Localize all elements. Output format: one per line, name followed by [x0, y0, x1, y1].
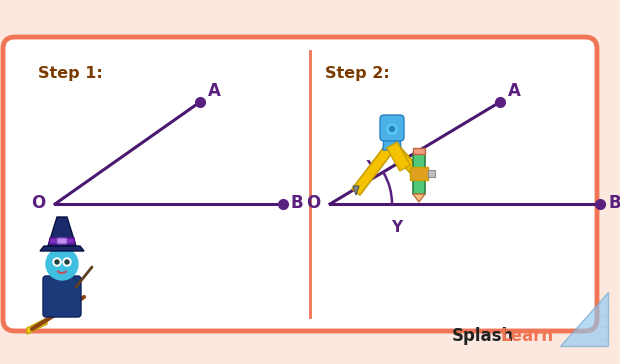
Text: X: X [365, 159, 377, 175]
Polygon shape [353, 186, 359, 195]
Text: B: B [608, 194, 620, 212]
Polygon shape [410, 167, 428, 180]
Circle shape [55, 260, 59, 264]
Text: A: A [208, 82, 221, 100]
Text: Learn: Learn [500, 327, 553, 345]
Circle shape [53, 258, 61, 266]
Polygon shape [413, 154, 425, 194]
Text: Y: Y [391, 220, 402, 235]
FancyBboxPatch shape [57, 238, 67, 244]
Circle shape [46, 248, 78, 280]
Text: Step 1:: Step 1: [38, 66, 103, 81]
Text: Splash: Splash [452, 327, 514, 345]
Text: Step 2:: Step 2: [325, 66, 390, 81]
Polygon shape [49, 238, 75, 244]
FancyBboxPatch shape [380, 115, 404, 141]
Text: O: O [31, 194, 45, 212]
Text: O: O [306, 194, 320, 212]
Polygon shape [27, 318, 47, 334]
Text: B: B [291, 194, 304, 212]
Polygon shape [413, 194, 425, 202]
Circle shape [65, 260, 69, 264]
Polygon shape [428, 170, 435, 177]
Polygon shape [352, 147, 392, 195]
Circle shape [387, 124, 397, 134]
Circle shape [389, 127, 394, 131]
Text: A: A [508, 82, 521, 100]
Polygon shape [392, 147, 420, 175]
Polygon shape [40, 246, 84, 251]
Polygon shape [48, 217, 76, 246]
FancyBboxPatch shape [3, 37, 597, 331]
Polygon shape [383, 123, 401, 150]
Circle shape [63, 258, 71, 266]
Polygon shape [413, 148, 425, 154]
Polygon shape [560, 292, 608, 346]
Polygon shape [387, 142, 410, 171]
FancyBboxPatch shape [43, 276, 81, 317]
